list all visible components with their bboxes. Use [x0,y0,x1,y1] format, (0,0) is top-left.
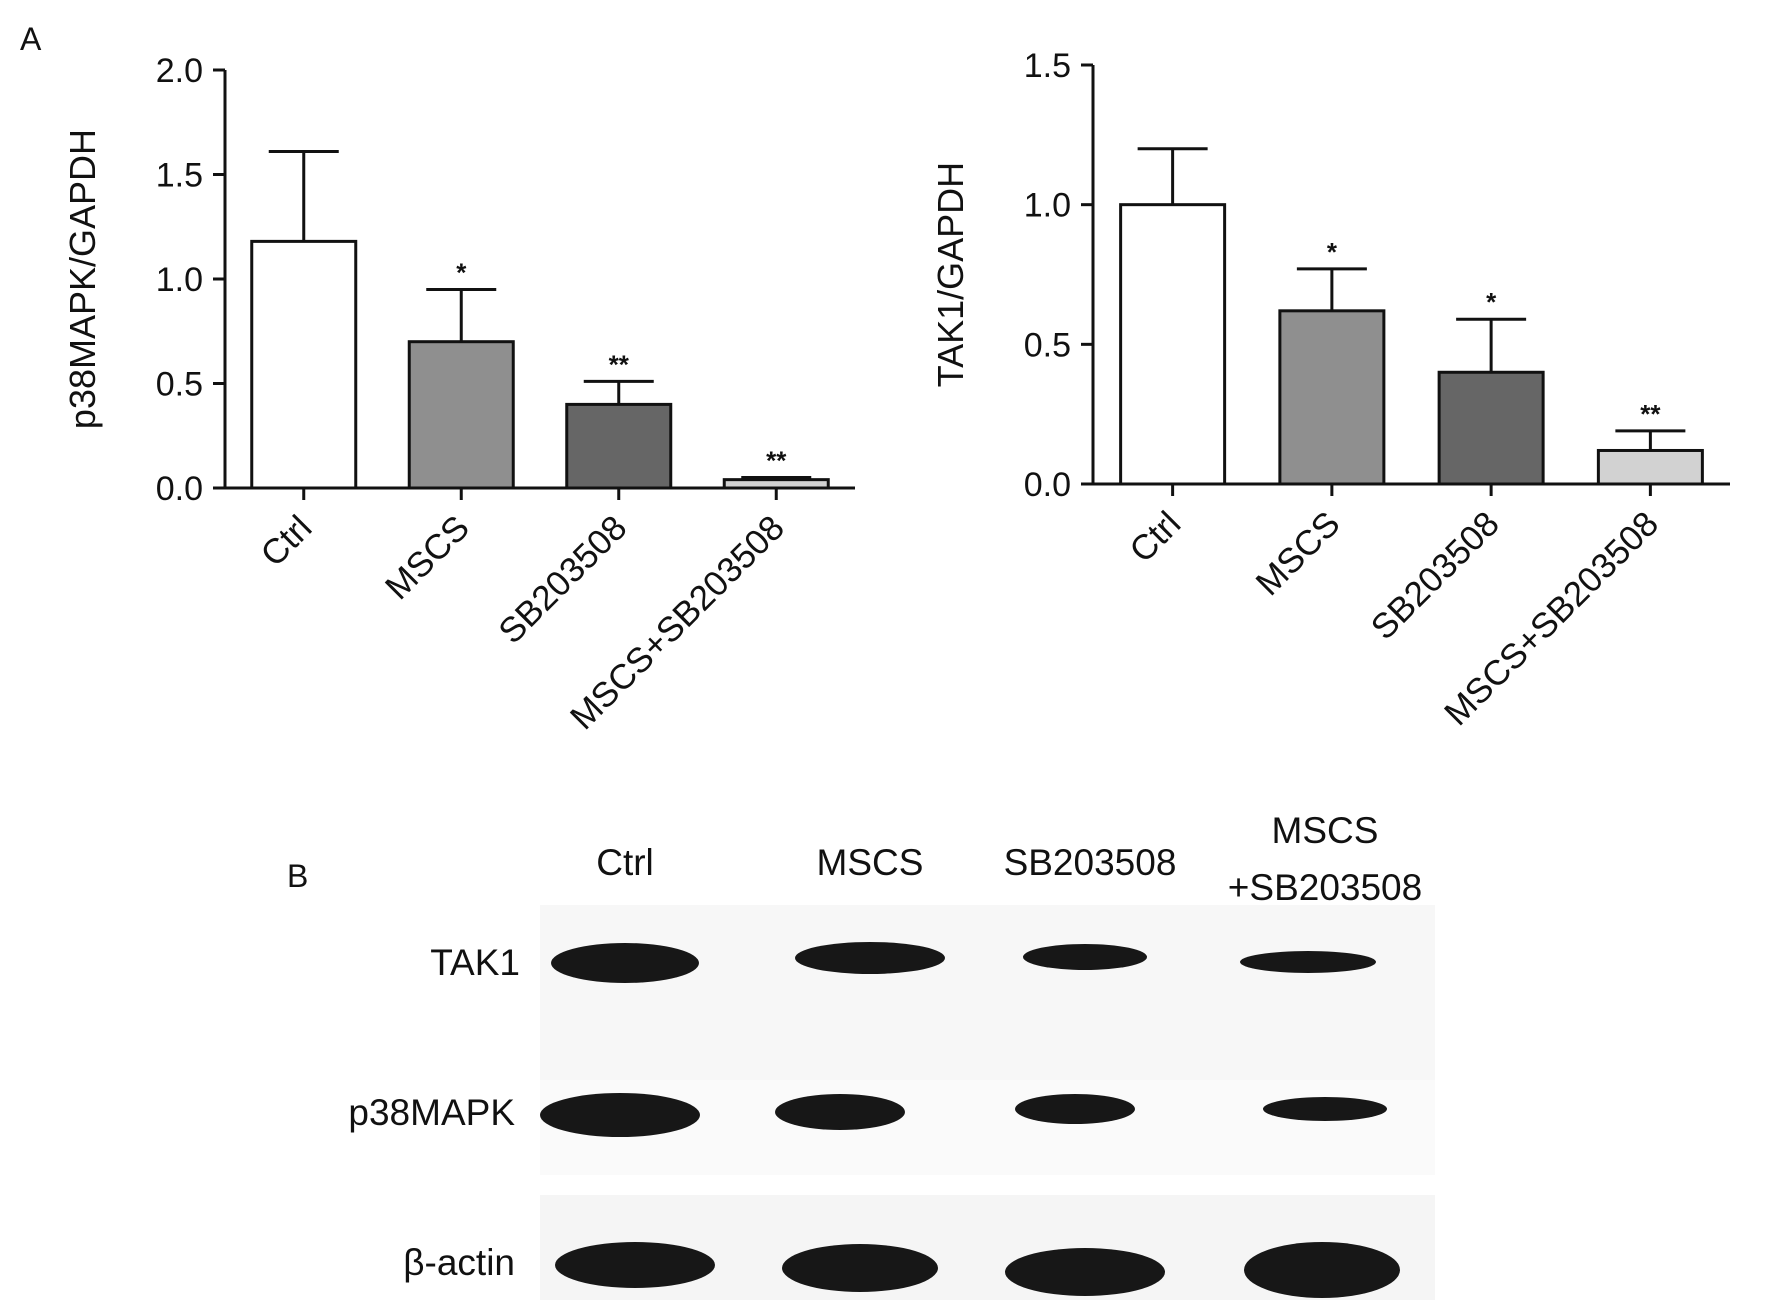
band-beta-actin-ctrl [555,1242,715,1288]
significance-marker: ** [1640,399,1661,429]
band-p38mapk-ctrl [540,1093,700,1137]
p38mapk-bar-chart: 0.0 0.5 1.0 1.5 2.0 p38MAPK/GAPDH Ctrl * MSCS ** S… [62,52,855,737]
y-axis-title: p38MAPK/GAPDH [62,129,103,429]
y-tick-label: 1.5 [1024,47,1071,85]
significance-marker: ** [609,349,630,379]
tak1-bar-chart: 0.0 0.5 1.0 1.5 TAK1/GAPDH Ctrl * MSCS * SB203508… [930,47,1730,733]
significance-marker: * [1327,237,1338,267]
x-tick-label: MSCS [378,508,477,607]
y-tick-label: 0.5 [1024,326,1071,364]
y-tick-label: 1.5 [156,157,203,195]
lane-label-mscs-top: MSCS [1272,810,1379,851]
band-beta-actin-sb203508 [1005,1248,1165,1296]
y-tick-label: 0.0 [1024,466,1071,504]
panel-a-label: A [20,21,42,57]
lane-label-ctrl: Ctrl [596,842,654,883]
lane-label-mscs: MSCS [817,842,924,883]
x-tick-label: Ctrl [253,508,319,574]
y-tick-label: 1.0 [1024,187,1071,225]
row-label-tak1: TAK1 [430,942,520,983]
bar [1119,203,1227,486]
band-beta-actin-combo [1244,1242,1400,1298]
band-tak1-mscs [795,942,945,974]
y-tick-label: 0.5 [156,366,203,404]
bar [1437,370,1545,486]
lane-label-mscs-sb203508: +SB203508 [1228,867,1422,908]
band-tak1-sb203508 [1023,944,1147,970]
bar [722,478,830,490]
lane-label-sb203508: SB203508 [1004,842,1177,883]
band-beta-actin-mscs [782,1244,938,1292]
band-tak1-ctrl [551,943,699,983]
band-tak1-combo [1240,951,1376,973]
bar [250,239,358,490]
significance-marker: * [1486,287,1497,317]
x-tick-label: Ctrl [1122,504,1188,570]
y-tick-label: 0.0 [156,470,203,508]
western-blot-panel: Ctrl MSCS SB203508 MSCS +SB203508 TAK1 p… [348,810,1435,1300]
bar [1278,309,1386,486]
significance-marker: ** [766,446,787,476]
band-p38mapk-mscs [775,1094,905,1130]
x-tick-label: SB203508 [1364,504,1507,647]
row-label-p38mapk: p38MAPK [348,1092,515,1133]
bar [565,402,673,490]
y-tick-label: 2.0 [156,52,203,90]
bar [407,340,515,490]
significance-marker: * [456,257,467,287]
row-label-beta-actin: β-actin [403,1242,515,1283]
y-axis-title: TAK1/GAPDH [930,162,971,387]
band-p38mapk-sb203508 [1015,1094,1135,1124]
band-p38mapk-combo [1263,1097,1387,1121]
y-tick-label: 1.0 [156,261,203,299]
membrane-middle [540,1080,1435,1175]
bar [1596,448,1704,486]
x-tick-label: MSCS [1248,504,1347,603]
membrane-top [540,905,1435,1080]
panel-b-label: B [287,858,308,894]
x-tick-label: SB203508 [491,508,634,651]
